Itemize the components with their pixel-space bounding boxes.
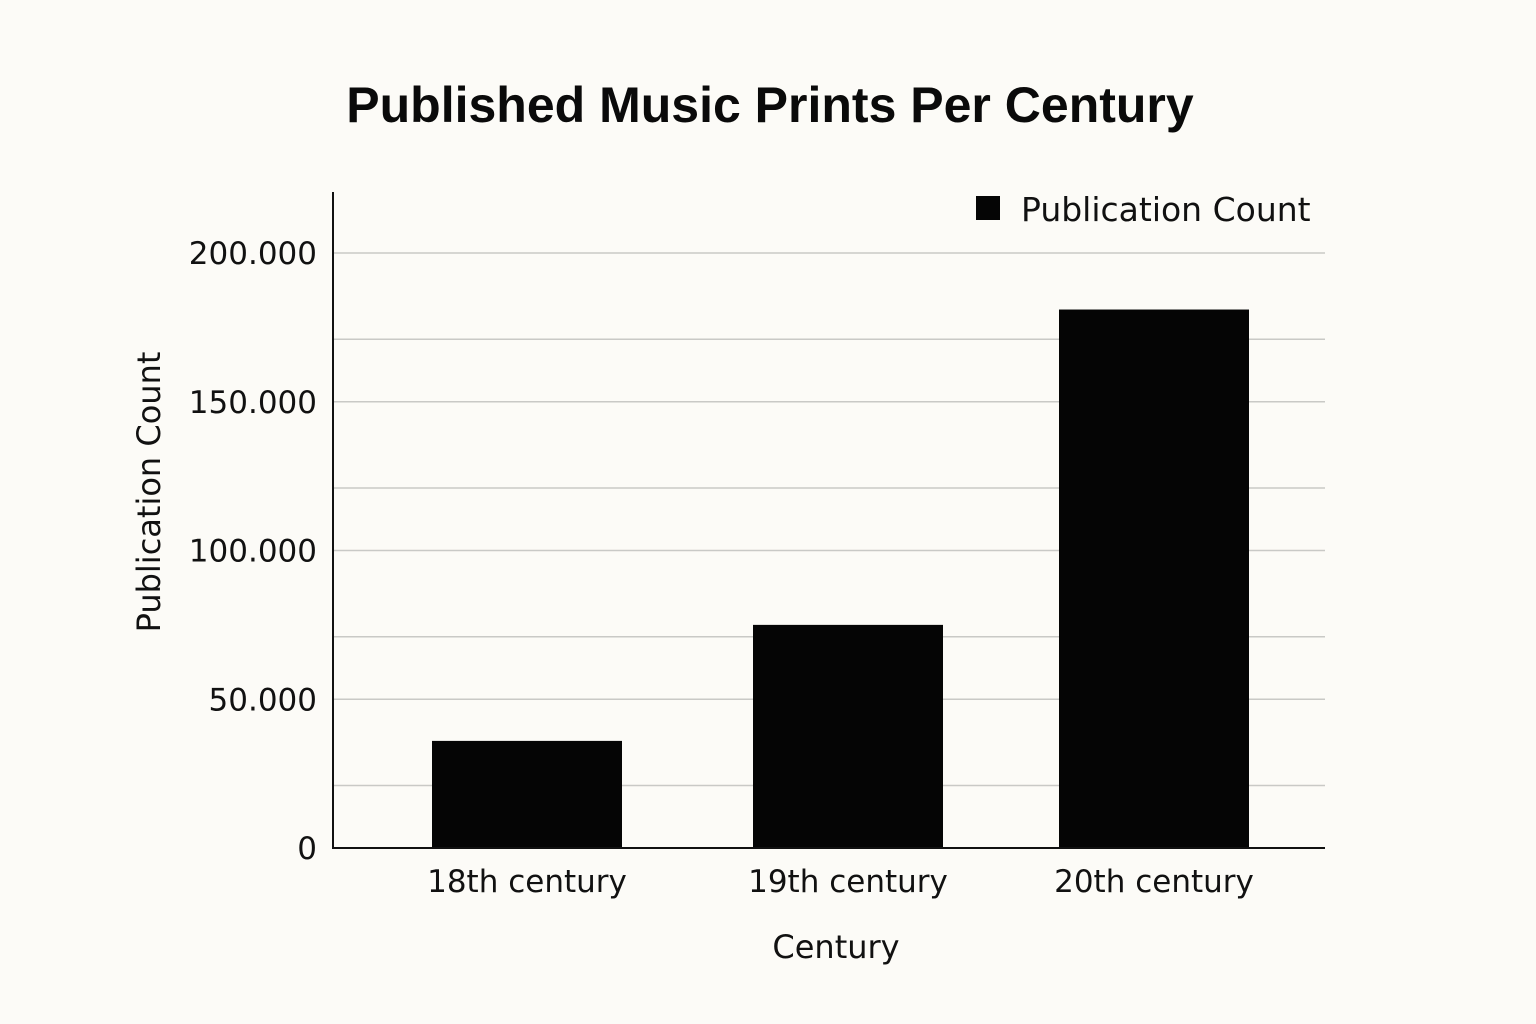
x-tick-label: 18th century (427, 864, 627, 900)
y-tick-label: 150.000 (189, 385, 317, 421)
legend: Publication Count (976, 190, 1311, 229)
y-axis-title: Publication Count (130, 352, 168, 633)
bars (432, 309, 1249, 848)
legend-label: Publication Count (1021, 190, 1311, 229)
x-axis-title: Century (772, 928, 899, 966)
x-tick-label: 20th century (1054, 864, 1254, 900)
chart-title: Published Music Prints Per Century (346, 77, 1194, 133)
y-tick-label: 50.000 (209, 682, 317, 718)
y-tick-label: 0 (297, 831, 317, 867)
bar (753, 624, 943, 848)
y-tick-label: 200.000 (189, 236, 317, 272)
bar (1059, 309, 1249, 848)
x-tick-label: 19th century (748, 864, 948, 900)
y-tick-label: 100.000 (189, 534, 317, 570)
x-axis-ticks: 18th century 19th century 20th century (427, 864, 1254, 900)
bar (432, 740, 622, 848)
y-axis-ticks: 0 50.000 100.000 150.000 200.000 (189, 236, 317, 867)
legend-swatch (976, 196, 1000, 220)
